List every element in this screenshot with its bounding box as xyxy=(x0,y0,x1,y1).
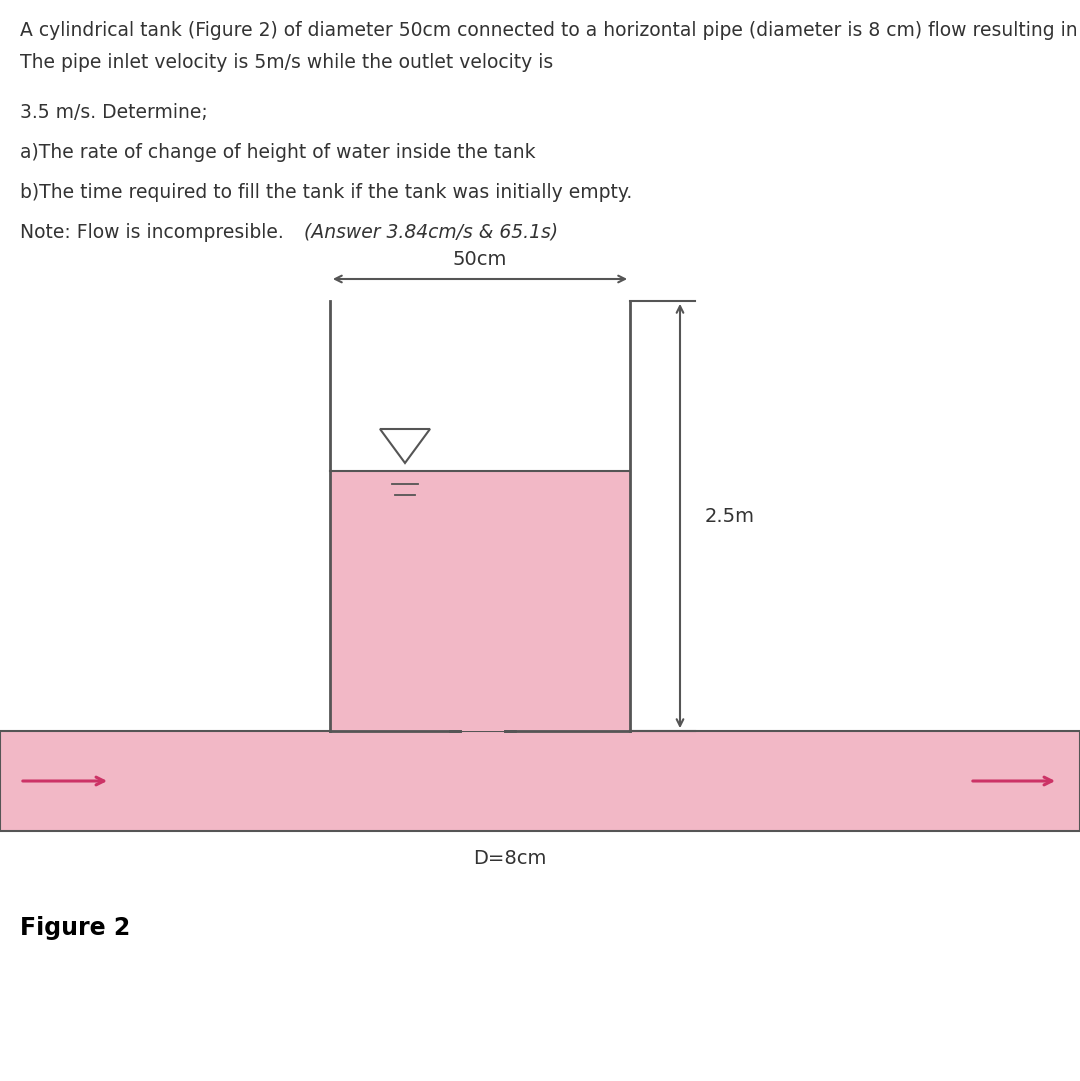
Text: (Answer 3.84cm/s & 65.1s): (Answer 3.84cm/s & 65.1s) xyxy=(305,223,558,242)
Text: 3.5 m/s. Determine;: 3.5 m/s. Determine; xyxy=(21,103,207,122)
Text: A cylindrical tank (Figure 2) of diameter 50cm connected to a horizontal pipe (d: A cylindrical tank (Figure 2) of diamete… xyxy=(21,21,1080,40)
Text: D=8cm: D=8cm xyxy=(473,849,546,868)
Bar xyxy=(0,731,1080,831)
Text: Figure 2: Figure 2 xyxy=(21,916,131,940)
Text: Note: Flow is incompresible.: Note: Flow is incompresible. xyxy=(21,223,289,242)
Text: a)The rate of change of height of water inside the tank: a)The rate of change of height of water … xyxy=(21,143,536,162)
Text: The pipe inlet velocity is 5m/s while the outlet velocity is: The pipe inlet velocity is 5m/s while th… xyxy=(21,53,553,72)
Bar xyxy=(330,471,630,731)
Text: 50cm: 50cm xyxy=(453,250,508,269)
Text: 2.5m: 2.5m xyxy=(705,507,755,525)
Text: b)The time required to fill the tank if the tank was initially empty.: b)The time required to fill the tank if … xyxy=(21,183,632,202)
